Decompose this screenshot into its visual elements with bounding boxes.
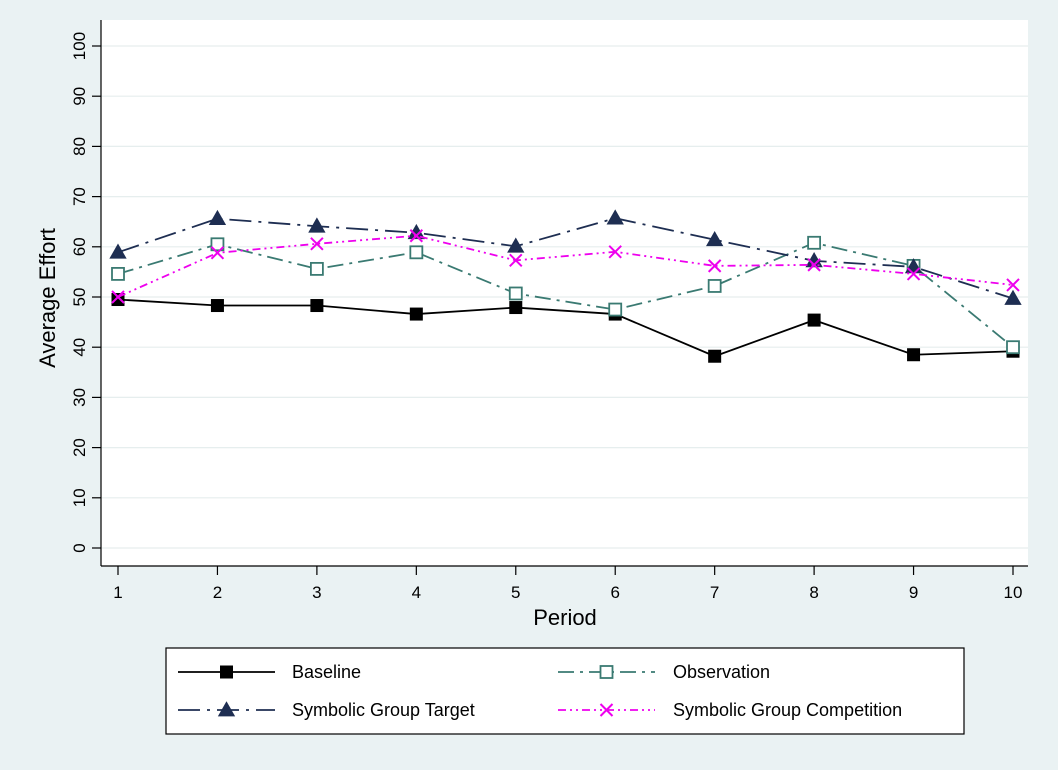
data-point-marker <box>599 665 614 679</box>
series-line <box>117 298 1014 358</box>
data-point-marker <box>210 237 225 252</box>
data-point-marker <box>807 313 821 327</box>
series-symbolic-group-competition <box>111 229 1020 304</box>
legend-label: Symbolic Group Target <box>292 700 475 720</box>
data-point-marker <box>599 703 614 717</box>
y-tick-label: 40 <box>70 338 89 357</box>
data-point-marker <box>509 253 523 268</box>
data-point-marker <box>308 217 326 233</box>
data-point-marker <box>707 259 722 273</box>
x-ticks: 1 2 3 4 5 6 7 8 9 10 <box>113 566 1022 602</box>
x-tick-label: 1 <box>113 583 122 602</box>
data-point-marker <box>111 290 125 304</box>
series-line <box>117 217 1014 300</box>
x-tick-label: 9 <box>909 583 918 602</box>
y-tick-label: 0 <box>70 543 89 552</box>
data-point-marker <box>807 258 821 272</box>
y-tick-label: 10 <box>70 488 89 507</box>
data-point-marker <box>507 237 525 253</box>
legend-item: Observation <box>558 662 770 682</box>
data-point-marker <box>111 267 125 281</box>
data-point-marker <box>217 701 236 717</box>
x-tick-label: 5 <box>511 583 520 602</box>
y-tick-label: 90 <box>70 87 89 106</box>
legend-item: Symbolic Group Competition <box>558 700 902 720</box>
data-point-marker <box>409 229 424 243</box>
data-point-marker <box>109 243 127 259</box>
data-point-marker <box>409 245 424 260</box>
series-group <box>109 209 1022 363</box>
data-point-marker <box>606 209 624 225</box>
data-point-marker <box>220 665 233 679</box>
data-point-marker <box>210 299 224 313</box>
data-point-marker <box>310 237 324 251</box>
x-tick-label: 2 <box>213 583 222 602</box>
y-tick-label: 80 <box>70 137 89 156</box>
y-tick-label: 30 <box>70 388 89 407</box>
x-tick-label: 10 <box>1004 583 1023 602</box>
y-axis-title: Average Effort <box>35 228 60 368</box>
data-point-marker <box>409 307 423 321</box>
y-tick-label: 50 <box>70 288 89 307</box>
data-point-marker <box>1004 289 1022 305</box>
series-line <box>117 241 1014 348</box>
gridlines <box>101 45 1028 549</box>
data-point-marker <box>509 301 523 315</box>
legend: Baseline Observation Symbolic Group Target… <box>165 647 965 735</box>
data-point-marker <box>508 286 523 301</box>
data-point-marker <box>708 349 722 363</box>
axes <box>100 20 1028 567</box>
x-tick-label: 3 <box>312 583 321 602</box>
series-line <box>117 234 1014 298</box>
data-point-marker <box>210 246 225 260</box>
x-tick-label: 8 <box>809 583 818 602</box>
data-point-marker <box>707 279 722 293</box>
data-point-marker <box>906 267 921 281</box>
legend-box <box>165 647 965 735</box>
data-point-marker <box>907 348 921 362</box>
data-point-marker <box>807 235 822 250</box>
y-tick-label: 70 <box>70 187 89 206</box>
data-point-marker <box>310 299 324 313</box>
y-ticks: 0 10 20 30 40 50 60 70 80 90 100 <box>70 32 101 553</box>
data-point-marker <box>208 209 227 226</box>
x-tick-label: 6 <box>610 583 619 602</box>
plot-area <box>101 20 1028 566</box>
data-point-marker <box>1006 340 1020 355</box>
data-point-marker <box>309 261 324 276</box>
legend-item: Symbolic Group Target <box>178 700 475 720</box>
x-tick-label: 7 <box>710 583 719 602</box>
x-axis-title: Period <box>533 605 597 630</box>
x-tick-label: 4 <box>412 583 421 602</box>
data-point-marker <box>1006 278 1020 292</box>
series-observation <box>111 235 1020 355</box>
legend-label: Symbolic Group Competition <box>673 700 902 720</box>
legend-item: Baseline <box>178 662 361 682</box>
data-point-marker <box>608 302 623 317</box>
data-point-marker <box>706 230 724 247</box>
legend-label: Observation <box>673 662 770 682</box>
data-point-marker <box>608 245 622 259</box>
y-tick-label: 60 <box>70 237 89 256</box>
y-tick-label: 100 <box>70 32 89 60</box>
y-tick-label: 20 <box>70 438 89 457</box>
legend-label: Baseline <box>292 662 361 682</box>
